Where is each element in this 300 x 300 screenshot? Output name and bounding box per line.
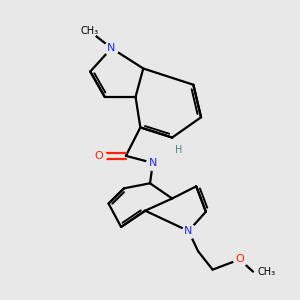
Text: O: O (94, 151, 103, 161)
Text: O: O (235, 254, 244, 265)
Text: N: N (107, 43, 116, 53)
Text: CH₃: CH₃ (258, 267, 276, 277)
Text: CH₃: CH₃ (80, 26, 98, 36)
Text: N: N (184, 226, 193, 236)
Text: N: N (149, 158, 157, 168)
Text: H: H (175, 145, 183, 155)
